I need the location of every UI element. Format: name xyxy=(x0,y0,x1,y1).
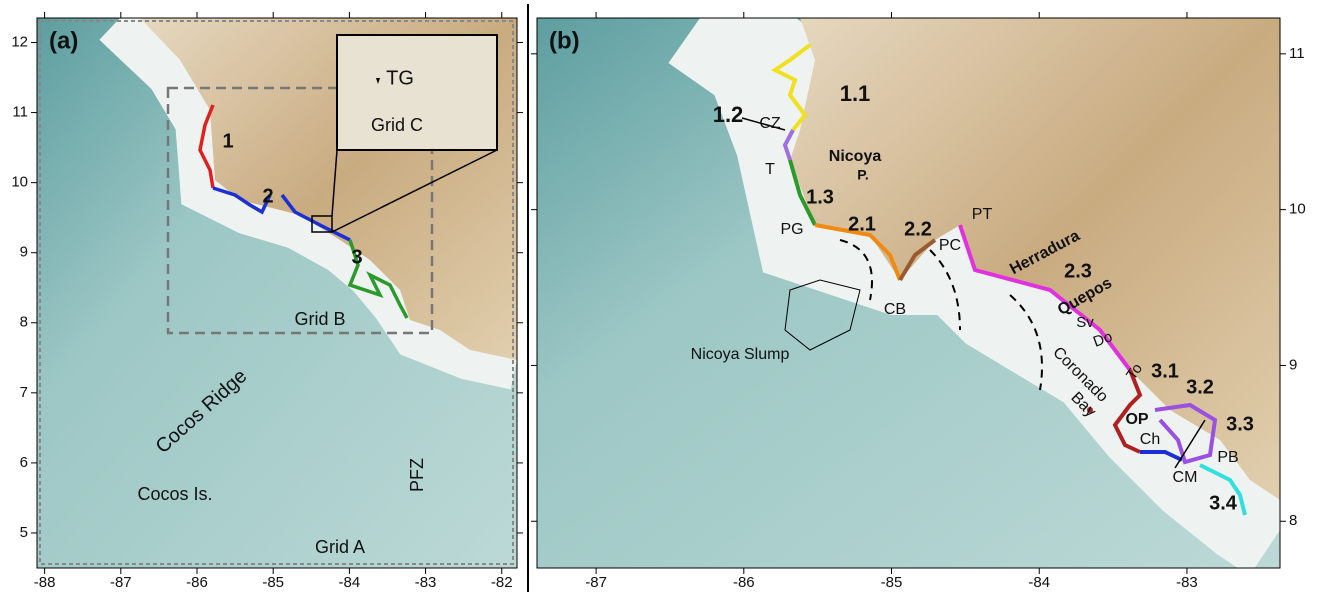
map-annotation: PC xyxy=(939,237,961,254)
map-annotation: TG xyxy=(386,67,414,89)
map-annotation: 2.1 xyxy=(848,213,876,235)
y-tick-label: 10 xyxy=(1289,201,1306,218)
y-tick-label: 5 xyxy=(20,524,28,541)
map-annotation: 1.1 xyxy=(840,81,871,106)
map-annotation: 1.2 xyxy=(713,102,744,127)
y-tick-label: 11 xyxy=(12,104,28,121)
figure: (a)-88-87-86-85-84-83-8256789101112123TG… xyxy=(0,0,1338,594)
map-annotation: Grid A xyxy=(315,537,365,557)
y-tick-label: 8 xyxy=(1289,512,1297,529)
map-annotation: 3.1 xyxy=(1151,360,1179,382)
y-tick-label: 6 xyxy=(20,454,28,471)
map-annotation: Cocos Is. xyxy=(137,484,212,504)
x-tick-label: -85 xyxy=(262,574,284,591)
map-annotation: 3.2 xyxy=(1186,376,1214,398)
map-annotation: 1.3 xyxy=(806,186,834,208)
map-annotation: CZ xyxy=(759,115,781,132)
x-tick-label: -86 xyxy=(186,574,208,591)
x-tick-label: -86 xyxy=(733,574,755,591)
map-annotation: Grid B xyxy=(294,309,345,329)
map-annotation: PG xyxy=(780,221,803,238)
panel-label: (b) xyxy=(549,27,580,54)
map-annotation: PT xyxy=(972,206,993,223)
y-tick-label: 12 xyxy=(11,33,28,50)
y-tick-label: 11 xyxy=(1289,45,1305,62)
map-annotation: CM xyxy=(1173,469,1198,486)
panel-b-map xyxy=(537,18,1280,568)
map-annotation: PFZ xyxy=(407,458,427,492)
y-tick-label: 9 xyxy=(1289,356,1297,373)
x-tick-label: -82 xyxy=(491,574,513,591)
x-tick-label: -85 xyxy=(881,574,903,591)
x-tick-label: -88 xyxy=(34,574,56,591)
x-tick-label: -87 xyxy=(110,574,132,591)
x-tick-label: -83 xyxy=(415,574,437,591)
map-annotation: 3.3 xyxy=(1226,413,1254,435)
map-annotation: T xyxy=(765,161,775,178)
x-tick-label: -87 xyxy=(585,574,607,591)
x-tick-label: -84 xyxy=(339,574,361,591)
map-annotation: Ch xyxy=(1140,431,1160,448)
map-annotation: 2.2 xyxy=(904,218,932,240)
y-tick-label: 7 xyxy=(20,384,28,401)
y-tick-label: 10 xyxy=(11,174,28,191)
map-annotation: P. xyxy=(857,167,868,183)
map-annotation: Nicoya xyxy=(829,148,882,165)
map-annotation: Grid C xyxy=(371,115,423,135)
map-annotation: OP xyxy=(1125,411,1148,428)
x-tick-label: -84 xyxy=(1028,574,1050,591)
map-annotation: 2.3 xyxy=(1064,260,1092,282)
map-annotation: CB xyxy=(884,301,906,318)
y-tick-label: 8 xyxy=(20,314,28,331)
map-annotation: 1 xyxy=(222,130,233,152)
map-annotation: Sv xyxy=(1076,314,1094,331)
map-annotation: 2 xyxy=(262,185,273,207)
map-annotation: Nicoya Slump xyxy=(691,346,790,363)
map-annotation: 3.4 xyxy=(1209,492,1238,514)
map-annotation: 3 xyxy=(351,246,362,268)
x-tick-label: -83 xyxy=(1176,574,1198,591)
panel-label: (a) xyxy=(49,27,78,54)
panel-a-map xyxy=(37,18,517,568)
map-annotation: PB xyxy=(1217,449,1238,466)
y-tick-label: 9 xyxy=(20,244,28,261)
